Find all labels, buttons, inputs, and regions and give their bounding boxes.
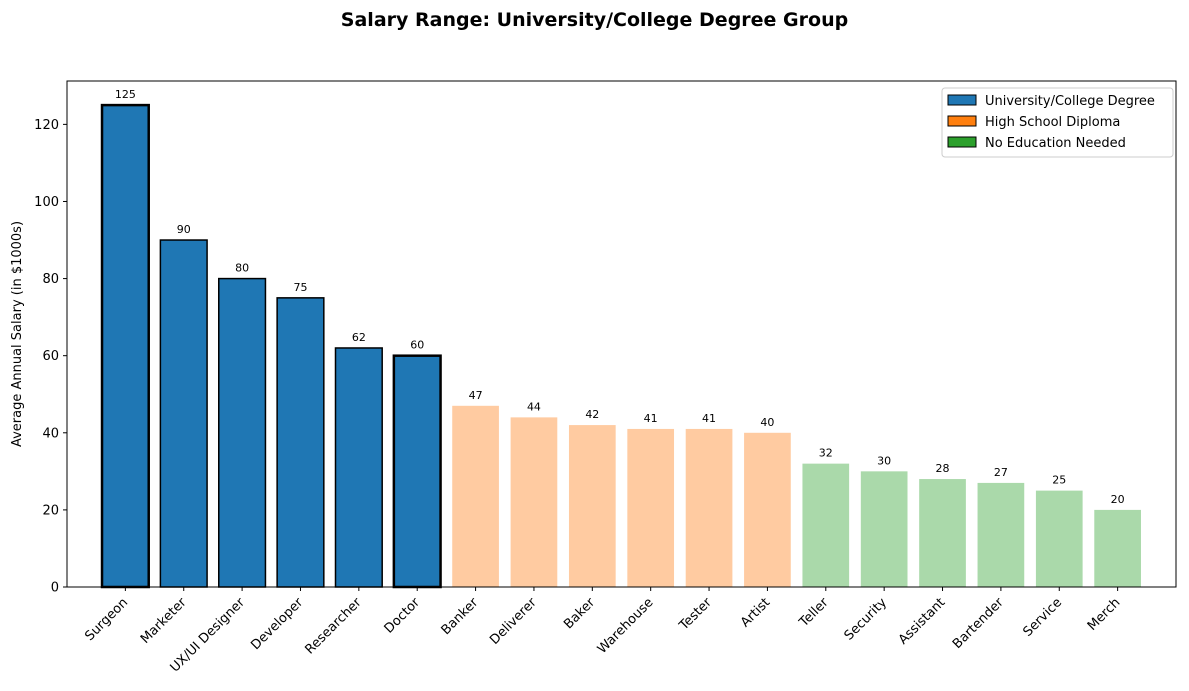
x-tick-label-surgeon: Surgeon (82, 595, 131, 644)
bar-deliverer (510, 417, 558, 587)
legend-label-high-school-diploma: High School Diploma (985, 115, 1120, 130)
bar-merch (1094, 509, 1141, 587)
data-label-tester: 41 (702, 412, 716, 425)
x-tick-label-warehouse: Warehouse (595, 595, 657, 657)
x-tick-label-researcher: Researcher (302, 595, 365, 658)
bar-tester (685, 428, 733, 587)
bars-layer (100, 103, 1141, 589)
bar-warehouse (627, 428, 675, 587)
legend-swatch-high-school-diploma (947, 115, 977, 127)
bar-ux-ui-designer (218, 277, 267, 588)
bar-bartender (977, 482, 1025, 587)
legend-label-university-college-degree: University/College Degree (985, 94, 1155, 109)
data-label-service: 25 (1052, 474, 1066, 487)
x-tick-label-baker: Baker (561, 595, 598, 632)
legend-swatch-university-college-degree (947, 94, 977, 106)
data-label-security: 30 (877, 454, 891, 467)
data-label-warehouse: 41 (644, 412, 658, 425)
y-tick-label-80: 80 (42, 272, 59, 287)
legend-box (941, 87, 1174, 158)
data-label-doctor: 60 (410, 339, 424, 352)
data-label-developer: 75 (293, 281, 307, 294)
x-tick-label-tester: Tester (676, 595, 715, 634)
bar-developer (276, 297, 325, 588)
bar-surgeon (100, 103, 150, 589)
x-tick-label-bartender: Bartender (950, 595, 1007, 652)
x-tick-label-teller: Teller (796, 595, 832, 631)
x-tick-label-artist: Artist (738, 595, 773, 630)
bar-marketer (159, 239, 208, 588)
y-tick-label-100: 100 (34, 195, 59, 210)
bar-assistant (919, 479, 966, 587)
y-tick-label-60: 60 (42, 349, 59, 364)
data-label-artist: 40 (760, 416, 774, 429)
bar-service (1035, 490, 1083, 587)
bar-security (860, 471, 908, 587)
x-tick-label-merch: Merch (1085, 595, 1124, 634)
bar-researcher (334, 347, 383, 588)
bar-banker (452, 405, 499, 587)
y-tick-label-40: 40 (42, 426, 59, 441)
bar-doctor (392, 354, 442, 589)
data-label-marketer: 90 (177, 223, 191, 236)
data-label-surgeon: 125 (115, 88, 136, 101)
x-tick-label-developer: Developer (248, 595, 306, 653)
bar-teller (802, 463, 850, 587)
data-labels-layer: 125 90 80 75 62 60 47 44 42 41 41 40 32 30 28 27 25 20 (115, 88, 1125, 506)
y-tick-label-0: 0 (51, 581, 59, 596)
plot-frame (66, 80, 1177, 588)
x-tick-label-banker: Banker (439, 595, 482, 638)
x-tick-label-doctor: Doctor (382, 595, 424, 637)
data-label-baker: 42 (585, 408, 599, 421)
data-label-teller: 32 (819, 447, 833, 460)
bar-baker (568, 425, 616, 587)
bar-artist (744, 432, 791, 587)
legend-swatch-no-education-needed (947, 136, 977, 148)
y-tick-label-20: 20 (42, 503, 59, 518)
data-label-researcher: 62 (352, 331, 366, 344)
y-axis: 0 20 40 60 80 100 120 (34, 118, 67, 596)
x-tick-label-deliverer: Deliverer (487, 595, 540, 648)
x-tick-label-service: Service (1021, 595, 1066, 640)
chart-title: Salary Range: University/College Degree … (341, 9, 848, 31)
x-tick-label-marketer: Marketer (138, 595, 190, 647)
legend: University/College Degree High School Dip… (941, 87, 1174, 158)
y-axis-label: Average Annual Salary (in $1000s) (10, 221, 25, 447)
data-label-banker: 47 (469, 389, 483, 402)
data-label-deliverer: 44 (527, 400, 541, 413)
legend-label-no-education-needed: No Education Needed (985, 136, 1126, 151)
data-label-merch: 20 (1111, 493, 1125, 506)
x-tick-label-assistant: Assistant (896, 595, 948, 647)
data-label-ux-ui-designer: 80 (235, 262, 249, 275)
data-label-assistant: 28 (936, 462, 950, 475)
x-tick-label-security: Security (842, 595, 891, 644)
y-tick-label-120: 120 (34, 118, 59, 133)
data-label-bartender: 27 (994, 466, 1008, 479)
